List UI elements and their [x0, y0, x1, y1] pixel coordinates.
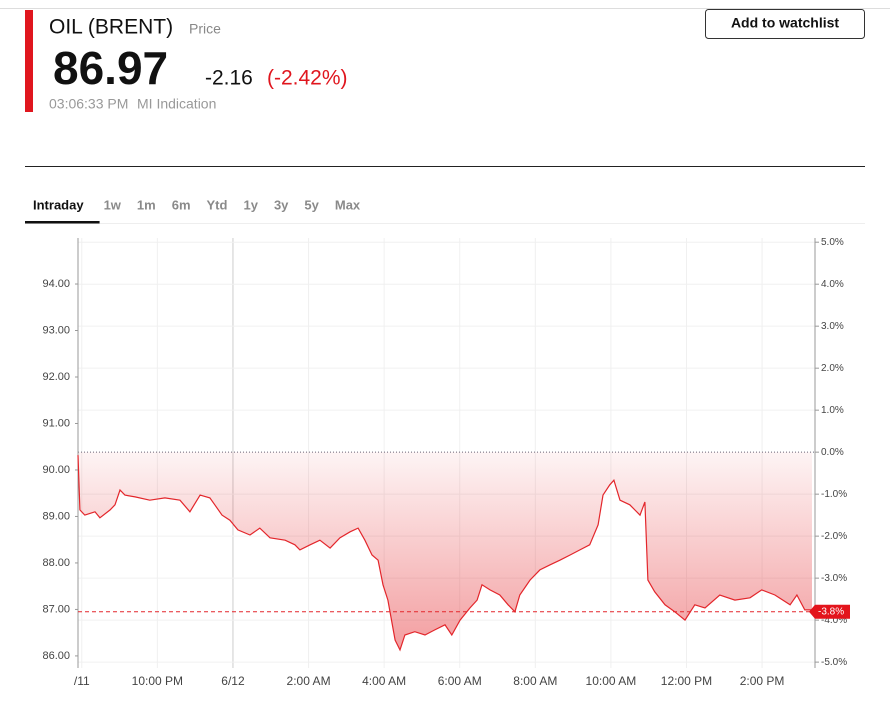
source: MI Indication [137, 96, 216, 112]
tab[interactable]: 1m [137, 197, 156, 212]
x-tick-label: 6:00 AM [438, 674, 482, 688]
price-line [77, 455, 812, 652]
y2-tick-label: 1.0% [821, 405, 844, 416]
tab[interactable]: 3y [274, 197, 289, 212]
tab[interactable]: 1w [104, 197, 122, 212]
tab[interactable]: Max [335, 197, 361, 212]
y2-tick-label: -4.0% [821, 615, 847, 626]
y2-tick-label: 4.0% [821, 279, 844, 290]
y2-tick-label: -5.0% [821, 657, 847, 668]
y2-tick-label: 5.0% [821, 237, 844, 248]
y2-tick-label: -1.0% [821, 489, 847, 500]
tab[interactable]: Ytd [207, 197, 228, 212]
accent-bar [25, 10, 33, 112]
x-tick-label: 8:00 AM [513, 674, 557, 688]
y-tick-label: 92.00 [42, 371, 70, 383]
y2-tick-label: 0.0% [821, 447, 844, 458]
y2-tick-label: -2.0% [821, 531, 847, 542]
price: 86.97 [53, 42, 168, 94]
chart: /11 10:00 PM 6/12 2:00 AM 4:00 AM 6:00 AM 8:00… [42, 237, 850, 688]
symbol: OIL (BRENT) [49, 16, 173, 39]
change: -2.16 [205, 67, 253, 90]
x-tick-label: /11 [74, 674, 90, 688]
change-percent: (-2.42%) [267, 67, 348, 90]
tab[interactable]: 6m [172, 197, 191, 212]
tab[interactable]: Intraday [33, 197, 84, 212]
y-tick-label: 93.00 [42, 324, 70, 336]
time: 03:06:33 PM [49, 96, 128, 112]
y-tick-label: 90.00 [42, 464, 70, 476]
y-tick-label: 91.00 [42, 417, 70, 429]
y-tick-label: 94.00 [42, 278, 70, 290]
x-tick-label: 12:00 PM [661, 674, 712, 688]
current-tag-label: -3.8% [818, 606, 844, 617]
watchlist-button[interactable]: Add to watchlist [705, 9, 865, 39]
y2-tick-label: 2.0% [821, 363, 844, 374]
tab-bar: Intraday 1w 1m 6m Ytd 1y 3y 5y Max [25, 197, 361, 224]
button-frame [705, 9, 865, 39]
y-tick-label: 88.00 [42, 557, 70, 569]
current-tag [809, 604, 850, 619]
tab-underline [25, 221, 100, 224]
y2-tick-label: -3.0% [821, 573, 847, 584]
x-tick-label: 2:00 PM [740, 674, 785, 688]
x-tick-label: 10:00 PM [132, 674, 183, 688]
button-label[interactable]: Add to watchlist [731, 15, 839, 31]
symbol-note: Price [189, 21, 221, 37]
tab[interactable]: 5y [304, 197, 319, 212]
y-tick-label: 87.00 [42, 603, 70, 615]
x-tick-label: 6/12 [221, 674, 245, 688]
area-fill [78, 452, 812, 650]
tab[interactable]: 1y [243, 197, 258, 212]
x-tick-label: 2:00 AM [287, 674, 331, 688]
y-tick-label: 89.00 [42, 510, 70, 522]
y-tick-label: 86.00 [42, 650, 70, 662]
y2-tick-label: 3.0% [821, 321, 844, 332]
x-tick-label: 10:00 AM [586, 674, 637, 688]
x-tick-label: 4:00 AM [362, 674, 406, 688]
